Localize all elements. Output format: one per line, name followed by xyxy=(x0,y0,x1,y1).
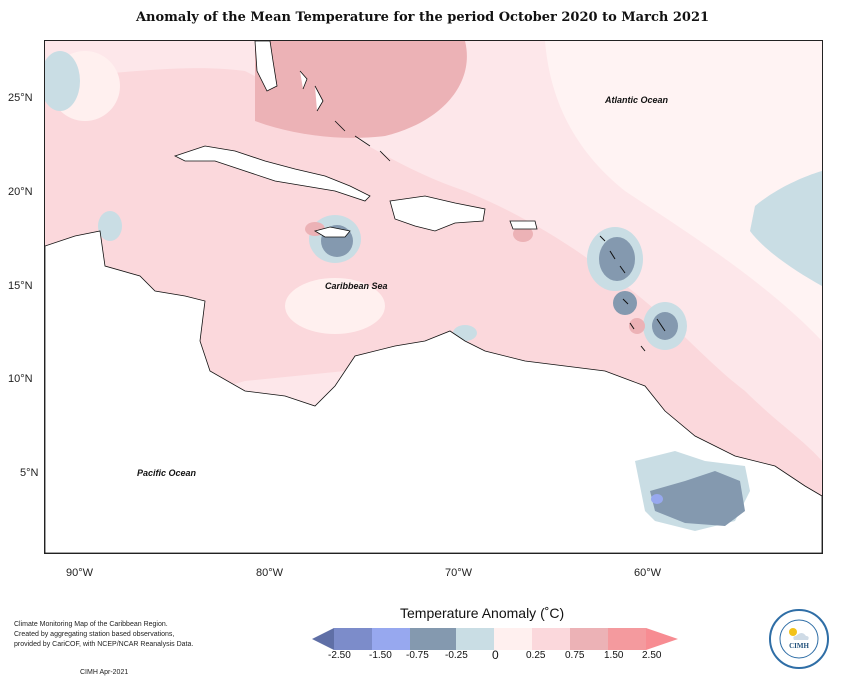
map-credit: CIMH Apr-2021 xyxy=(80,669,129,676)
map-panel: Atlantic Ocean Caribbean Sea Pacific Oce… xyxy=(44,40,823,554)
central-south-america-land xyxy=(45,230,822,553)
guianas-cool-core xyxy=(650,471,745,526)
map-note-line: provided by CariCOF, with NCEP/NCAR Rean… xyxy=(14,641,194,648)
antilles-cool-core-3 xyxy=(652,312,678,340)
cimh-logo: CIMH xyxy=(769,609,829,669)
antilles-warm-spot xyxy=(629,318,645,334)
legend-swatch xyxy=(456,628,494,650)
legend-tick-label: -0.25 xyxy=(445,650,468,661)
legend-swatch xyxy=(372,628,410,650)
map-note-line: Climate Monitoring Map of the Caribbean … xyxy=(14,621,168,628)
lat-tick-label: 20°N xyxy=(8,186,33,198)
legend-colorbar xyxy=(312,628,678,650)
gulf-cool-region xyxy=(45,51,80,111)
jamaica-island xyxy=(313,226,351,238)
antilles-cool-core-1 xyxy=(599,237,635,281)
cuba-island xyxy=(173,145,371,202)
legend-swatch xyxy=(608,628,646,650)
lesser-antilles-islands xyxy=(599,235,666,352)
lon-tick-label: 60°W xyxy=(634,567,662,579)
lon-tick-label: 90°W xyxy=(66,567,94,579)
lat-tick-label: 5°N xyxy=(20,467,39,479)
hispaniola-island xyxy=(389,195,486,232)
legend-tick-label: 2.50 xyxy=(642,650,662,661)
legend-swatch xyxy=(494,628,532,650)
east-atlantic-cool-region xyxy=(750,171,822,286)
sun-icon xyxy=(789,628,797,636)
legend-tick-label: -1.50 xyxy=(369,650,392,661)
legend-tick-label: 0.25 xyxy=(526,650,546,661)
map-note-line: Created by aggregating station based obs… xyxy=(14,631,175,638)
lat-tick-label: 10°N xyxy=(8,373,33,385)
logo-acronym: CIMH xyxy=(789,642,809,650)
legend-swatch xyxy=(410,628,456,650)
caribbean-neutral-region xyxy=(285,278,385,334)
legend-tick-label: -0.75 xyxy=(406,650,429,661)
lat-tick-label: 25°N xyxy=(8,92,33,104)
legend-title: Temperature Anomaly (˚C) xyxy=(400,605,565,621)
caribbean-sea-label: Caribbean Sea xyxy=(325,281,388,291)
atlantic-ocean-label: Atlantic Ocean xyxy=(604,95,669,105)
puerto-rico-island xyxy=(509,220,538,230)
legend-tick-label: 1.50 xyxy=(604,650,624,661)
florida-warm-region xyxy=(255,41,467,138)
legend-tick-label: 0 xyxy=(492,648,499,662)
anomaly-map: Atlantic Ocean Caribbean Sea Pacific Oce… xyxy=(45,41,822,553)
lon-tick-label: 80°W xyxy=(256,567,284,579)
guianas-cold-spot xyxy=(651,494,663,504)
map-title: Anomaly of the Mean Temperature for the … xyxy=(135,10,710,25)
yucatan-cool-spot xyxy=(98,211,122,241)
legend-swatch xyxy=(334,628,372,650)
legend-tick-label: 0.75 xyxy=(565,650,585,661)
cloud-icon xyxy=(793,633,809,640)
florida-land xyxy=(254,41,278,92)
legend-swatch xyxy=(646,628,678,650)
puerto-rico-warm-spot xyxy=(513,226,533,242)
bahamas-islands xyxy=(299,70,391,162)
legend-swatch xyxy=(312,628,334,650)
legend-swatch xyxy=(532,628,570,650)
lat-tick-label: 15°N xyxy=(8,280,33,292)
lon-tick-label: 70°W xyxy=(445,567,473,579)
legend-tick-label: -2.50 xyxy=(328,650,351,661)
legend-swatch xyxy=(570,628,608,650)
atlantic-neutral-region xyxy=(545,41,822,341)
pacific-ocean-label: Pacific Ocean xyxy=(137,468,197,478)
antilles-cool-core-2 xyxy=(613,291,637,315)
